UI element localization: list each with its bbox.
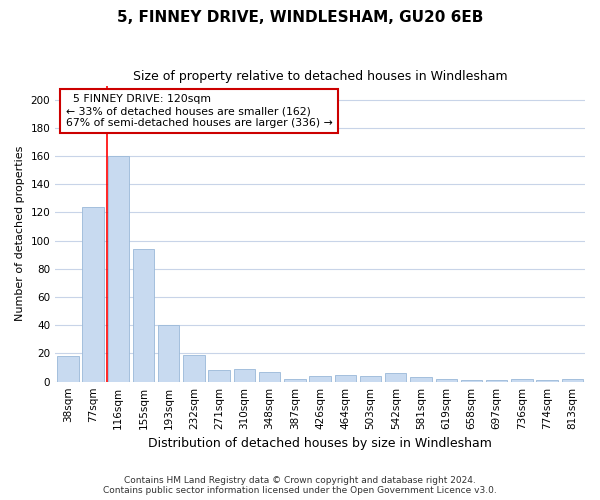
Bar — [57, 356, 79, 382]
Bar — [158, 326, 179, 382]
Bar — [511, 379, 533, 382]
Bar — [233, 369, 255, 382]
Bar — [82, 207, 104, 382]
Bar — [562, 379, 583, 382]
Bar — [208, 370, 230, 382]
Text: 5 FINNEY DRIVE: 120sqm
← 33% of detached houses are smaller (162)
67% of semi-de: 5 FINNEY DRIVE: 120sqm ← 33% of detached… — [66, 94, 332, 128]
Text: Contains HM Land Registry data © Crown copyright and database right 2024.
Contai: Contains HM Land Registry data © Crown c… — [103, 476, 497, 495]
Text: 5, FINNEY DRIVE, WINDLESHAM, GU20 6EB: 5, FINNEY DRIVE, WINDLESHAM, GU20 6EB — [117, 10, 483, 25]
Title: Size of property relative to detached houses in Windlesham: Size of property relative to detached ho… — [133, 70, 508, 83]
Bar — [107, 156, 129, 382]
Bar — [486, 380, 508, 382]
Bar — [461, 380, 482, 382]
Bar — [259, 372, 280, 382]
Bar — [133, 249, 154, 382]
Bar — [385, 373, 406, 382]
X-axis label: Distribution of detached houses by size in Windlesham: Distribution of detached houses by size … — [148, 437, 492, 450]
Bar — [536, 380, 558, 382]
Bar — [310, 376, 331, 382]
Y-axis label: Number of detached properties: Number of detached properties — [15, 146, 25, 322]
Bar — [436, 379, 457, 382]
Bar — [183, 355, 205, 382]
Bar — [335, 374, 356, 382]
Bar — [284, 379, 305, 382]
Bar — [360, 376, 381, 382]
Bar — [410, 378, 432, 382]
